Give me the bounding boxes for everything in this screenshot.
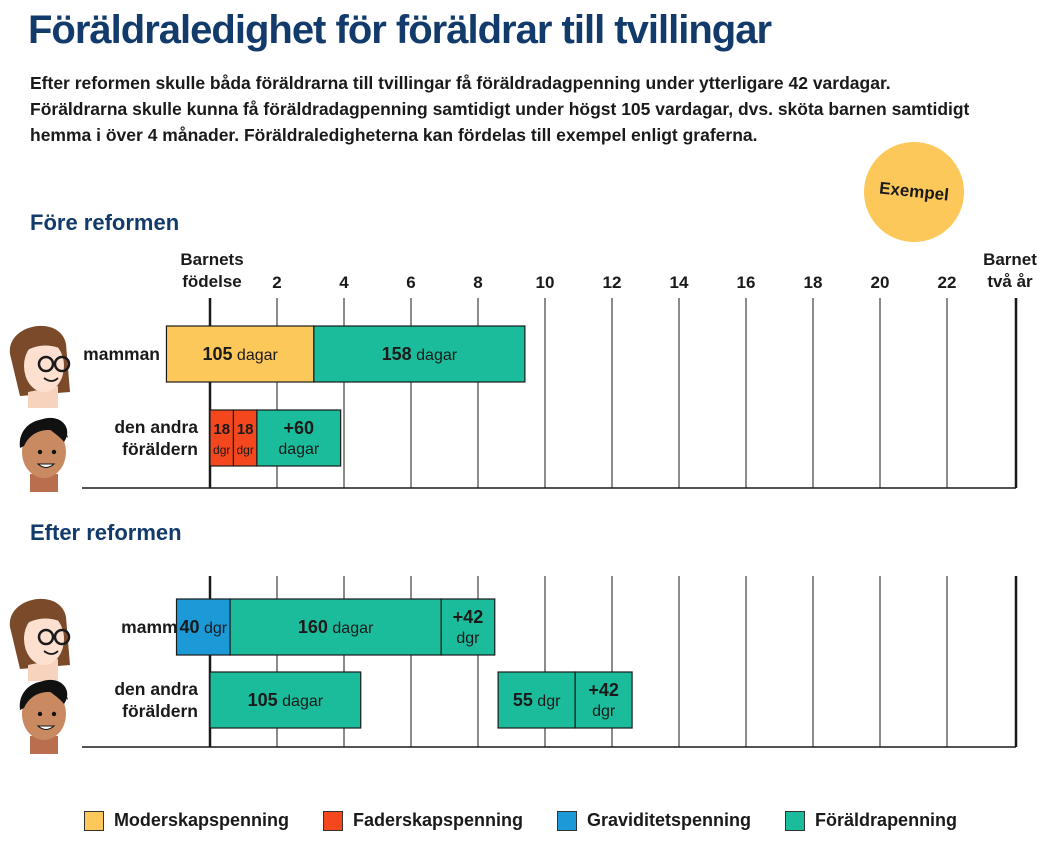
bar-segment-faderskap	[232, 409, 258, 467]
bar-segment-label: dgr	[213, 443, 230, 457]
bar-segment-faderskap	[209, 409, 235, 467]
x-tick-label: 2	[272, 273, 281, 292]
row-label: mamman	[83, 344, 160, 364]
row-label: den andra	[114, 679, 198, 699]
x-tick-label: 20	[871, 273, 890, 292]
legend-item-graviditet: Graviditetspenning	[557, 810, 751, 831]
section-title-efter: Efter reformen	[30, 520, 182, 545]
intro-line-1: Efter reformen skulle båda föräldrarna t…	[30, 73, 891, 93]
legend-swatch-graviditet	[557, 810, 578, 831]
chart-legend: Moderskapspenning Faderskapspenning Grav…	[0, 810, 1041, 831]
intro-line-2: Föräldrarna skulle kunna få föräldradagp…	[30, 99, 970, 119]
bar-segment-label: 160 dagar	[298, 617, 374, 637]
x-start-label: födelse	[182, 272, 242, 291]
x-end-label: två år	[987, 272, 1033, 291]
legend-label-faderskap: Faderskapspenning	[352, 810, 524, 830]
legend-item-moderskap: Moderskapspenning	[83, 810, 289, 831]
x-tick-label: 6	[406, 273, 415, 292]
bar-segment-foraldra	[497, 671, 576, 729]
x-tick-label: 4	[339, 273, 349, 292]
bar-segment-label: dgr	[456, 630, 480, 647]
father-avatar-icon	[19, 417, 68, 492]
bar-segment-label: 105 dagar	[202, 344, 278, 364]
row-label: föräldern	[122, 701, 198, 721]
row-label: den andra	[114, 417, 198, 437]
mother-avatar-icon	[9, 325, 71, 408]
x-tick-label: 16	[737, 273, 756, 292]
legend-swatch-foraldra	[785, 810, 806, 831]
page-title: Föräldraledighet för föräldrar till tvil…	[28, 8, 772, 52]
bar-segment-label: dgr	[592, 703, 616, 720]
x-tick-label: 8	[473, 273, 482, 292]
x-tick-label: 14	[670, 273, 689, 292]
bar-segment-label: 18	[213, 421, 230, 438]
section-title-fore: Före reformen	[30, 210, 180, 235]
bar-segment-label: +42	[588, 680, 619, 700]
bar-segment-foraldra	[574, 671, 633, 729]
x-tick-label: 18	[804, 273, 823, 292]
x-start-label: Barnets	[180, 250, 243, 269]
bar-segment-foraldra	[256, 409, 342, 467]
bar-segment-label: dagar	[278, 441, 320, 458]
x-end-label: Barnet	[983, 250, 1037, 269]
bar-segment-label: 40 dgr	[179, 617, 227, 637]
mother-avatar-icon	[9, 598, 71, 681]
bar-segment-foraldra	[209, 671, 362, 729]
bar-segment-label: 105 dagar	[248, 690, 324, 710]
bar-segment-label: 18	[237, 421, 254, 438]
intro-line-3: hemma i över 4 månader. Föräldraledighet…	[30, 125, 758, 145]
x-tick-label: 12	[603, 273, 622, 292]
father-avatar-icon	[19, 679, 68, 754]
legend-swatch-moderskap	[83, 810, 104, 831]
intro-text: Efter reformen skulle båda föräldrarna t…	[30, 70, 990, 148]
bar-segment-label: dgr	[237, 443, 254, 457]
bar-segment-foraldra	[440, 598, 496, 656]
x-tick-label: 10	[536, 273, 555, 292]
legend-item-faderskap: Faderskapspenning	[322, 810, 524, 831]
bar-segment-foraldra	[313, 325, 526, 383]
bar-segment-label: +60	[284, 418, 315, 438]
row-label: föräldern	[122, 439, 198, 459]
legend-label-moderskap: Moderskapspenning	[113, 810, 289, 830]
x-tick-label: 22	[938, 273, 957, 292]
bar-segment-label: +42	[453, 607, 484, 627]
legend-item-foraldra: Föräldrapenning	[785, 810, 957, 831]
bar-segment-label: 158 dagar	[382, 344, 458, 364]
legend-label-foraldra: Föräldrapenning	[815, 810, 958, 830]
legend-swatch-faderskap	[322, 810, 343, 831]
bar-segment-moderskap	[165, 325, 315, 383]
bar-segment-label: 55 dgr	[513, 690, 561, 710]
legend-label-graviditet: Graviditetspenning	[587, 810, 752, 830]
